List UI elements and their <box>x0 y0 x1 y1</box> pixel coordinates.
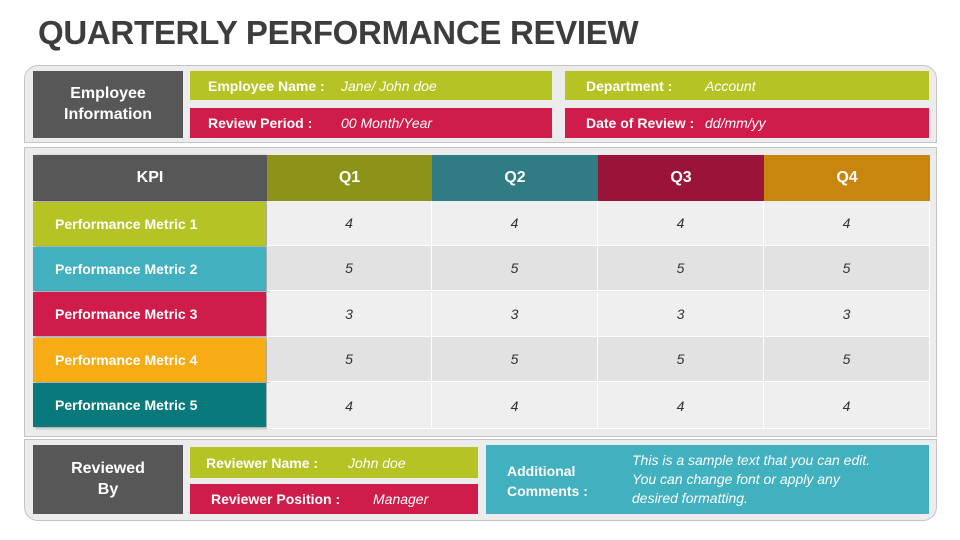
reviewer-position-value: Manager <box>373 491 429 507</box>
cell-metric-2-q1: 5 <box>267 246 432 291</box>
cell-metric-1-q2: 4 <box>432 201 598 246</box>
cell-metric-5-q4: 4 <box>764 383 930 429</box>
cell-metric-5-q3: 4 <box>598 383 764 429</box>
employee-heading-line2: Information <box>64 105 152 123</box>
cell-metric-1-q4: 4 <box>764 201 930 246</box>
comments-text-line3: desired formatting. <box>632 489 748 506</box>
comments-text-line1: This is a sample text that you can edit. <box>632 452 871 468</box>
cell-metric-4-q3: 5 <box>598 337 764 382</box>
department-label: Department : <box>586 77 673 94</box>
reviewer-name-label: Reviewer Name : <box>206 454 319 471</box>
comments-text: This is a sample text that you can edit.… <box>632 451 917 508</box>
row-label-metric-1: Performance Metric 1 <box>33 202 266 246</box>
employee-name-label: Employee Name : <box>208 77 325 94</box>
kpi-table: KPI Q1 Q2 Q3 Q4 Performance Metric 1 4 4… <box>33 155 930 429</box>
comments-text-line2: You can change font or apply any <box>632 470 840 487</box>
row-label-metric-3: Performance Metric 3 <box>33 292 266 336</box>
header-q1: Q1 <box>267 155 432 201</box>
review-date-value: dd/mm/yy <box>705 115 766 131</box>
cell-metric-3-q2: 3 <box>432 292 598 337</box>
reviewer-name-field[interactable]: Reviewer Name : John doe <box>190 447 478 478</box>
cell-metric-2-q2: 5 <box>432 246 598 291</box>
cell-metric-1-q3: 4 <box>598 201 764 246</box>
review-period-label: Review Period : <box>208 115 313 131</box>
header-kpi: KPI <box>33 155 267 201</box>
comments-label: Additional Comments : <box>507 461 607 502</box>
reviewer-position-label: Reviewer Position : <box>211 491 341 507</box>
employee-name-field[interactable]: Employee Name : Jane/ John doe <box>190 71 552 100</box>
row-label-metric-5: Performance Metric 5 <box>33 383 266 427</box>
reviewer-position-field[interactable]: Reviewer Position : Manager <box>190 484 478 514</box>
cell-metric-4-q2: 5 <box>432 337 598 382</box>
header-q3: Q3 <box>598 155 764 201</box>
comments-label-line2: Comments : <box>507 483 588 500</box>
cell-metric-4-q4: 5 <box>764 337 930 382</box>
reviewed-heading-line1: Reviewed <box>71 459 145 477</box>
cell-metric-3-q3: 3 <box>598 292 764 337</box>
reviewer-name-value: John doe <box>348 454 406 471</box>
page-title: QUARTERLY PERFORMANCE REVIEW <box>38 14 639 51</box>
review-period-value: 00 Month/Year <box>341 115 433 131</box>
row-label-metric-2: Performance Metric 2 <box>33 247 266 291</box>
row-label-metric-4: Performance Metric 4 <box>33 338 266 382</box>
comments-label-line1: Additional <box>507 463 576 479</box>
header-q4: Q4 <box>764 155 930 201</box>
review-date-label: Date of Review : <box>586 115 695 131</box>
cell-metric-5-q1: 4 <box>267 383 432 429</box>
department-value: Account <box>705 77 756 94</box>
header-q2: Q2 <box>432 155 598 201</box>
cell-metric-3-q4: 3 <box>764 292 930 337</box>
employee-heading-line1: Employee <box>70 84 146 102</box>
employee-name-value: Jane/ John doe <box>341 77 437 94</box>
cell-metric-5-q2: 4 <box>432 383 598 429</box>
reviewed-heading-line2: By <box>97 480 119 498</box>
cell-metric-4-q1: 5 <box>267 337 432 382</box>
reviewed-by-heading: Reviewed By <box>33 445 183 514</box>
employee-info-heading: Employee Information <box>33 71 183 138</box>
cell-metric-1-q1: 4 <box>267 201 432 246</box>
additional-comments-box[interactable]: Additional Comments : This is a sample t… <box>486 445 929 514</box>
cell-metric-2-q4: 5 <box>764 246 930 291</box>
cell-metric-3-q1: 3 <box>267 292 432 337</box>
department-field[interactable]: Department : Account <box>565 71 929 100</box>
review-date-field[interactable]: Date of Review : dd/mm/yy <box>565 108 929 138</box>
review-period-field[interactable]: Review Period : 00 Month/Year <box>190 108 552 138</box>
cell-metric-2-q3: 5 <box>598 246 764 291</box>
